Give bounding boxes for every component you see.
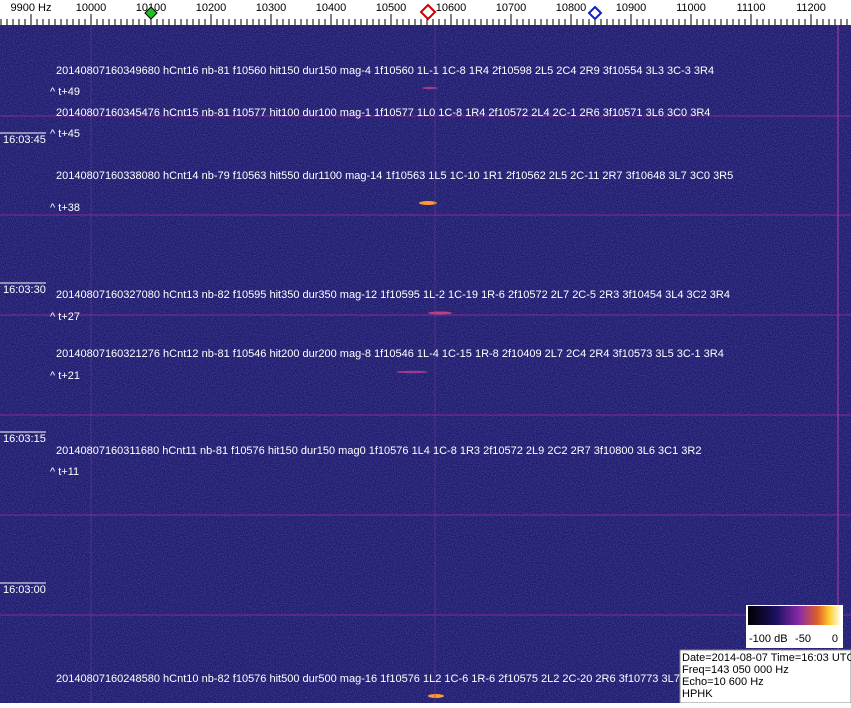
detection-offset: ^ t+45: [50, 128, 80, 140]
detection-text: 20140807160321276 hCnt12 nb-81 f10546 hi…: [56, 348, 724, 360]
frequency-tick-label: 9900 Hz: [11, 2, 52, 14]
color-scale-label: 0: [832, 633, 838, 645]
frequency-tick-label: 10000: [76, 2, 107, 14]
frequency-tick-label: 10200: [196, 2, 227, 14]
color-scale-label: -50: [795, 633, 811, 645]
frequency-tick-label: 11200: [796, 2, 826, 14]
info-line: Echo=10 600 Hz: [682, 676, 764, 688]
time-label: 16:03:15: [3, 433, 46, 445]
time-label: 16:03:00: [3, 584, 46, 596]
frequency-tick-label: 10700: [496, 2, 527, 14]
detection-offset: ^ t+49: [50, 86, 80, 98]
frequency-tick-label: 10800: [556, 2, 587, 14]
detection-offset: ^ t+27: [50, 311, 80, 323]
info-line: Freq=143 050 000 Hz: [682, 664, 789, 676]
detection-text: 20140807160349680 hCnt16 nb-81 f10560 hi…: [56, 65, 714, 77]
detection-text: 20140807160248580 hCnt10 nb-82 f10576 hi…: [56, 673, 680, 685]
frequency-tick-label: 10300: [256, 2, 287, 14]
detection-offset: ^ t+11: [50, 466, 79, 478]
frequency-tick-label: 10400: [316, 2, 347, 14]
frequency-tick-label: 11100: [737, 2, 766, 14]
detection-offset: ^ t+21: [50, 370, 80, 382]
echoes: [90, 25, 839, 703]
detection-text: 20140807160311680 hCnt11 nb-81 f10576 hi…: [56, 445, 701, 457]
info-line: Date=2014-08-07 Time=16:03 UTC: [682, 652, 851, 664]
color-scale: [748, 606, 841, 625]
frequency-tick-label: 11000: [676, 2, 706, 14]
color-scale-label: -100 dB: [749, 633, 788, 645]
frequency-tick-label: 10900: [616, 2, 647, 14]
frequency-markers: [144, 3, 603, 21]
frequency-tick-label: 10500: [376, 2, 407, 14]
frequency-tick-label: 10600: [436, 2, 467, 14]
detection-text: 20140807160345476 hCnt15 nb-81 f10577 hi…: [56, 107, 710, 119]
time-label: 16:03:45: [3, 134, 46, 146]
detection-offset: ^ t+38: [50, 202, 80, 214]
time-label: 16:03:30: [3, 284, 46, 296]
detection-text: 20140807160338080 hCnt14 nb-79 f10563 hi…: [56, 170, 733, 182]
info-line: HPHK: [682, 688, 713, 700]
waterfall-noise: [0, 25, 851, 703]
detection-text: 20140807160327080 hCnt13 nb-82 f10595 hi…: [56, 289, 730, 301]
